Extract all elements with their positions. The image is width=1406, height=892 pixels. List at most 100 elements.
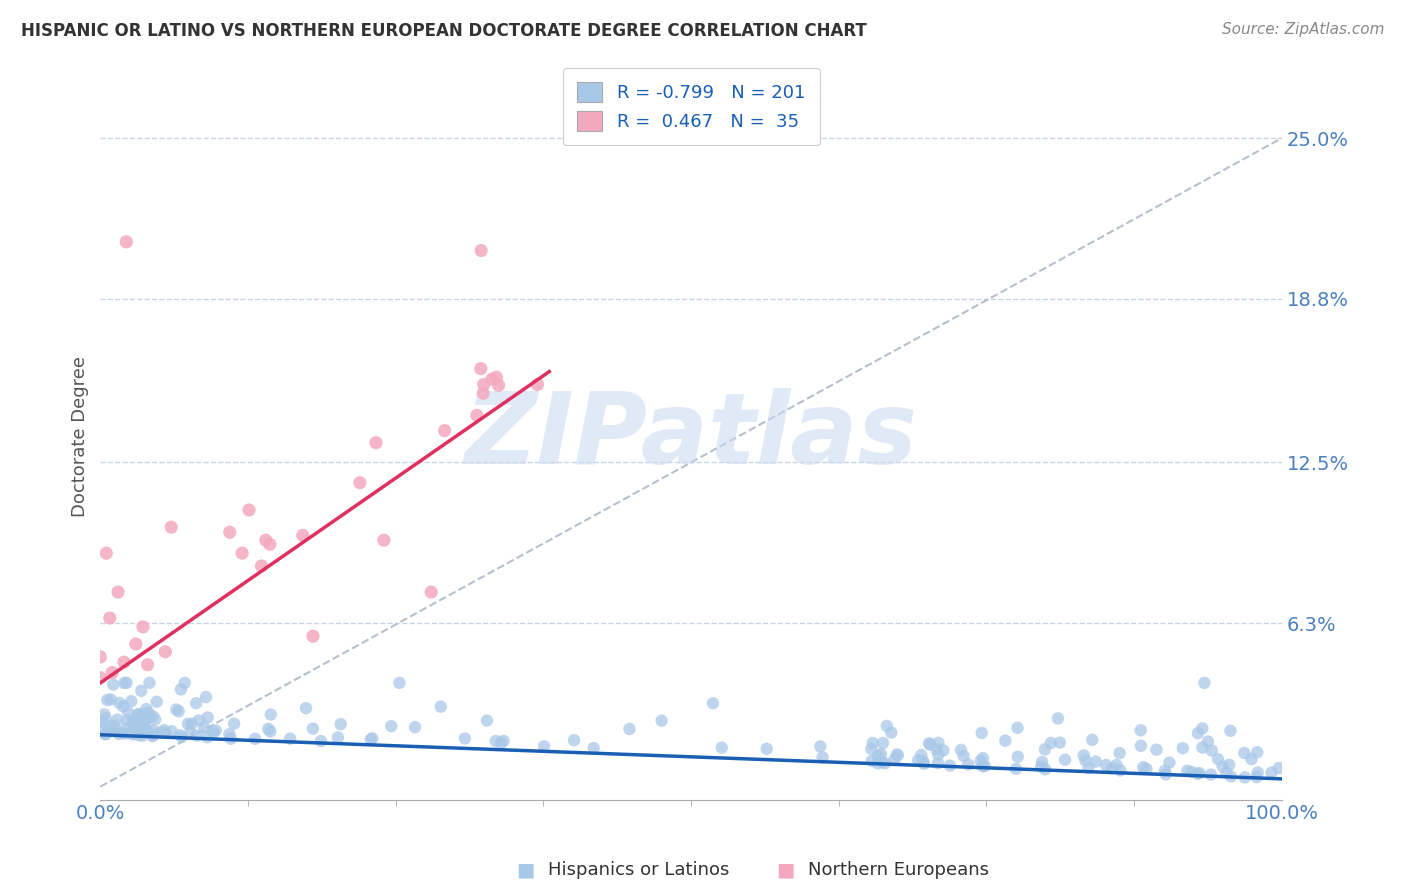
Point [219,731,242,746]
Point [329,717,352,731]
Point [994,733,1017,747]
Point [1175,764,1198,778]
Point [433,424,456,438]
Point [114,726,136,740]
Point [1101,761,1123,775]
Point [1187,766,1209,780]
Point [1129,739,1152,753]
Point [117,706,139,720]
Point [1144,742,1167,756]
Point [129,683,152,698]
Point [138,710,160,724]
Point [488,378,510,392]
Point [1233,771,1256,785]
Point [1246,745,1268,759]
Point [143,713,166,727]
Point [1046,711,1069,725]
Point [231,546,253,560]
Point [1171,741,1194,756]
Point [167,704,190,718]
Point [404,720,426,734]
Point [115,722,138,736]
Point [309,734,332,748]
Point [153,723,176,738]
Point [254,533,277,548]
Point [454,731,477,746]
Point [260,707,283,722]
Point [1197,734,1219,748]
Point [115,714,138,728]
Point [132,620,155,634]
Point [125,637,148,651]
Point [876,719,898,733]
Point [972,759,994,773]
Point [105,724,128,739]
Point [1007,749,1029,764]
Point [218,525,240,540]
Point [1246,770,1268,784]
Point [142,729,165,743]
Point [380,719,402,733]
Point [115,235,138,249]
Point [969,754,991,768]
Point [197,710,219,724]
Point [1201,743,1223,757]
Point [170,682,193,697]
Point [302,629,325,643]
Point [134,722,156,736]
Point [132,713,155,727]
Point [1188,766,1211,780]
Point [127,707,149,722]
Point [122,726,145,740]
Point [952,749,974,764]
Point [927,747,949,762]
Point [195,690,218,705]
Point [114,676,136,690]
Point [1219,769,1241,783]
Point [949,743,972,757]
Point [1191,722,1213,736]
Point [89,649,111,664]
Point [278,731,301,746]
Point [160,520,183,534]
Text: ■: ■ [516,860,534,880]
Point [1005,762,1028,776]
Point [932,743,955,757]
Point [883,752,905,766]
Point [187,714,209,728]
Point [939,758,962,772]
Point [180,716,202,731]
Point [101,665,124,680]
Point [862,736,884,750]
Point [1240,752,1263,766]
Point [475,714,498,728]
Point [886,747,908,762]
Point [128,728,150,742]
Point [295,701,318,715]
Point [1108,746,1130,760]
Point [1154,767,1177,781]
Point [1206,752,1229,766]
Legend: R = -0.799   N = 201, R =  0.467   N =  35: R = -0.799 N = 201, R = 0.467 N = 35 [562,68,820,145]
Point [1129,723,1152,738]
Point [562,733,585,747]
Point [165,702,187,716]
Point [472,377,495,392]
Point [533,739,555,754]
Point [218,727,240,741]
Point [619,722,641,736]
Point [860,754,883,768]
Point [138,676,160,690]
Point [136,657,159,672]
Text: ZIPatlas: ZIPatlas [464,388,918,485]
Point [291,528,314,542]
Point [96,546,118,560]
Point [1247,765,1270,780]
Point [868,748,890,763]
Point [108,727,131,741]
Point [465,409,488,423]
Point [1073,748,1095,763]
Point [364,435,387,450]
Point [155,645,177,659]
Point [1194,676,1216,690]
